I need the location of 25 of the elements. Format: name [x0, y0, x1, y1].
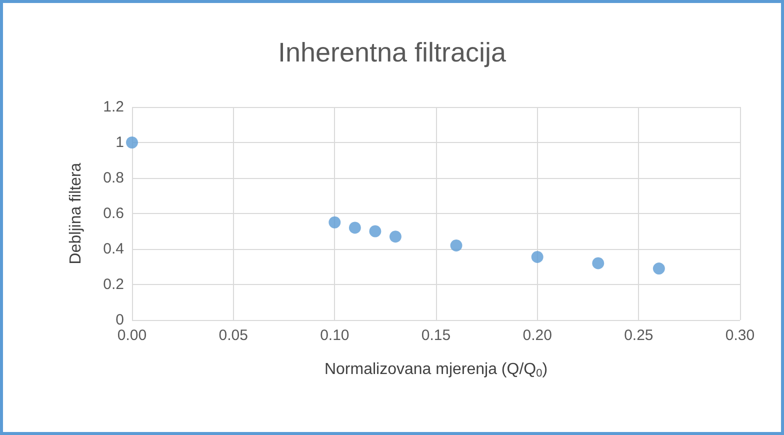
chart-title: Inherentna filtracija: [278, 38, 508, 68]
point: [369, 225, 382, 238]
x-tick-label: 0.05: [218, 327, 248, 344]
x-tick-label: 0.00: [117, 327, 147, 344]
x-tick-label: 0.10: [320, 327, 350, 344]
point: [592, 257, 604, 270]
point: [348, 222, 361, 234]
point: [389, 230, 402, 243]
x-tick-label: 0.30: [725, 327, 755, 344]
y-tick-label: 0.2: [103, 276, 124, 293]
point: [328, 216, 341, 228]
y-tick-label: 0.4: [103, 240, 124, 258]
y-tick-label: 0.6: [103, 205, 124, 222]
x-tick-label: 0.20: [522, 327, 552, 344]
y-tick-label: 0: [116, 312, 124, 328]
y-tick-label: 0.8: [103, 170, 124, 186]
point: [652, 262, 665, 275]
y-axis-title: Debljina filtera: [68, 162, 84, 264]
y-tick-label: 1: [116, 134, 124, 151]
x-tick-label: 0.15: [421, 327, 451, 344]
point: [531, 250, 544, 263]
point: [450, 239, 462, 252]
point: [126, 136, 138, 148]
y-tick-label: 1.2: [103, 98, 124, 116]
x-tick-label: 0.25: [624, 327, 654, 344]
